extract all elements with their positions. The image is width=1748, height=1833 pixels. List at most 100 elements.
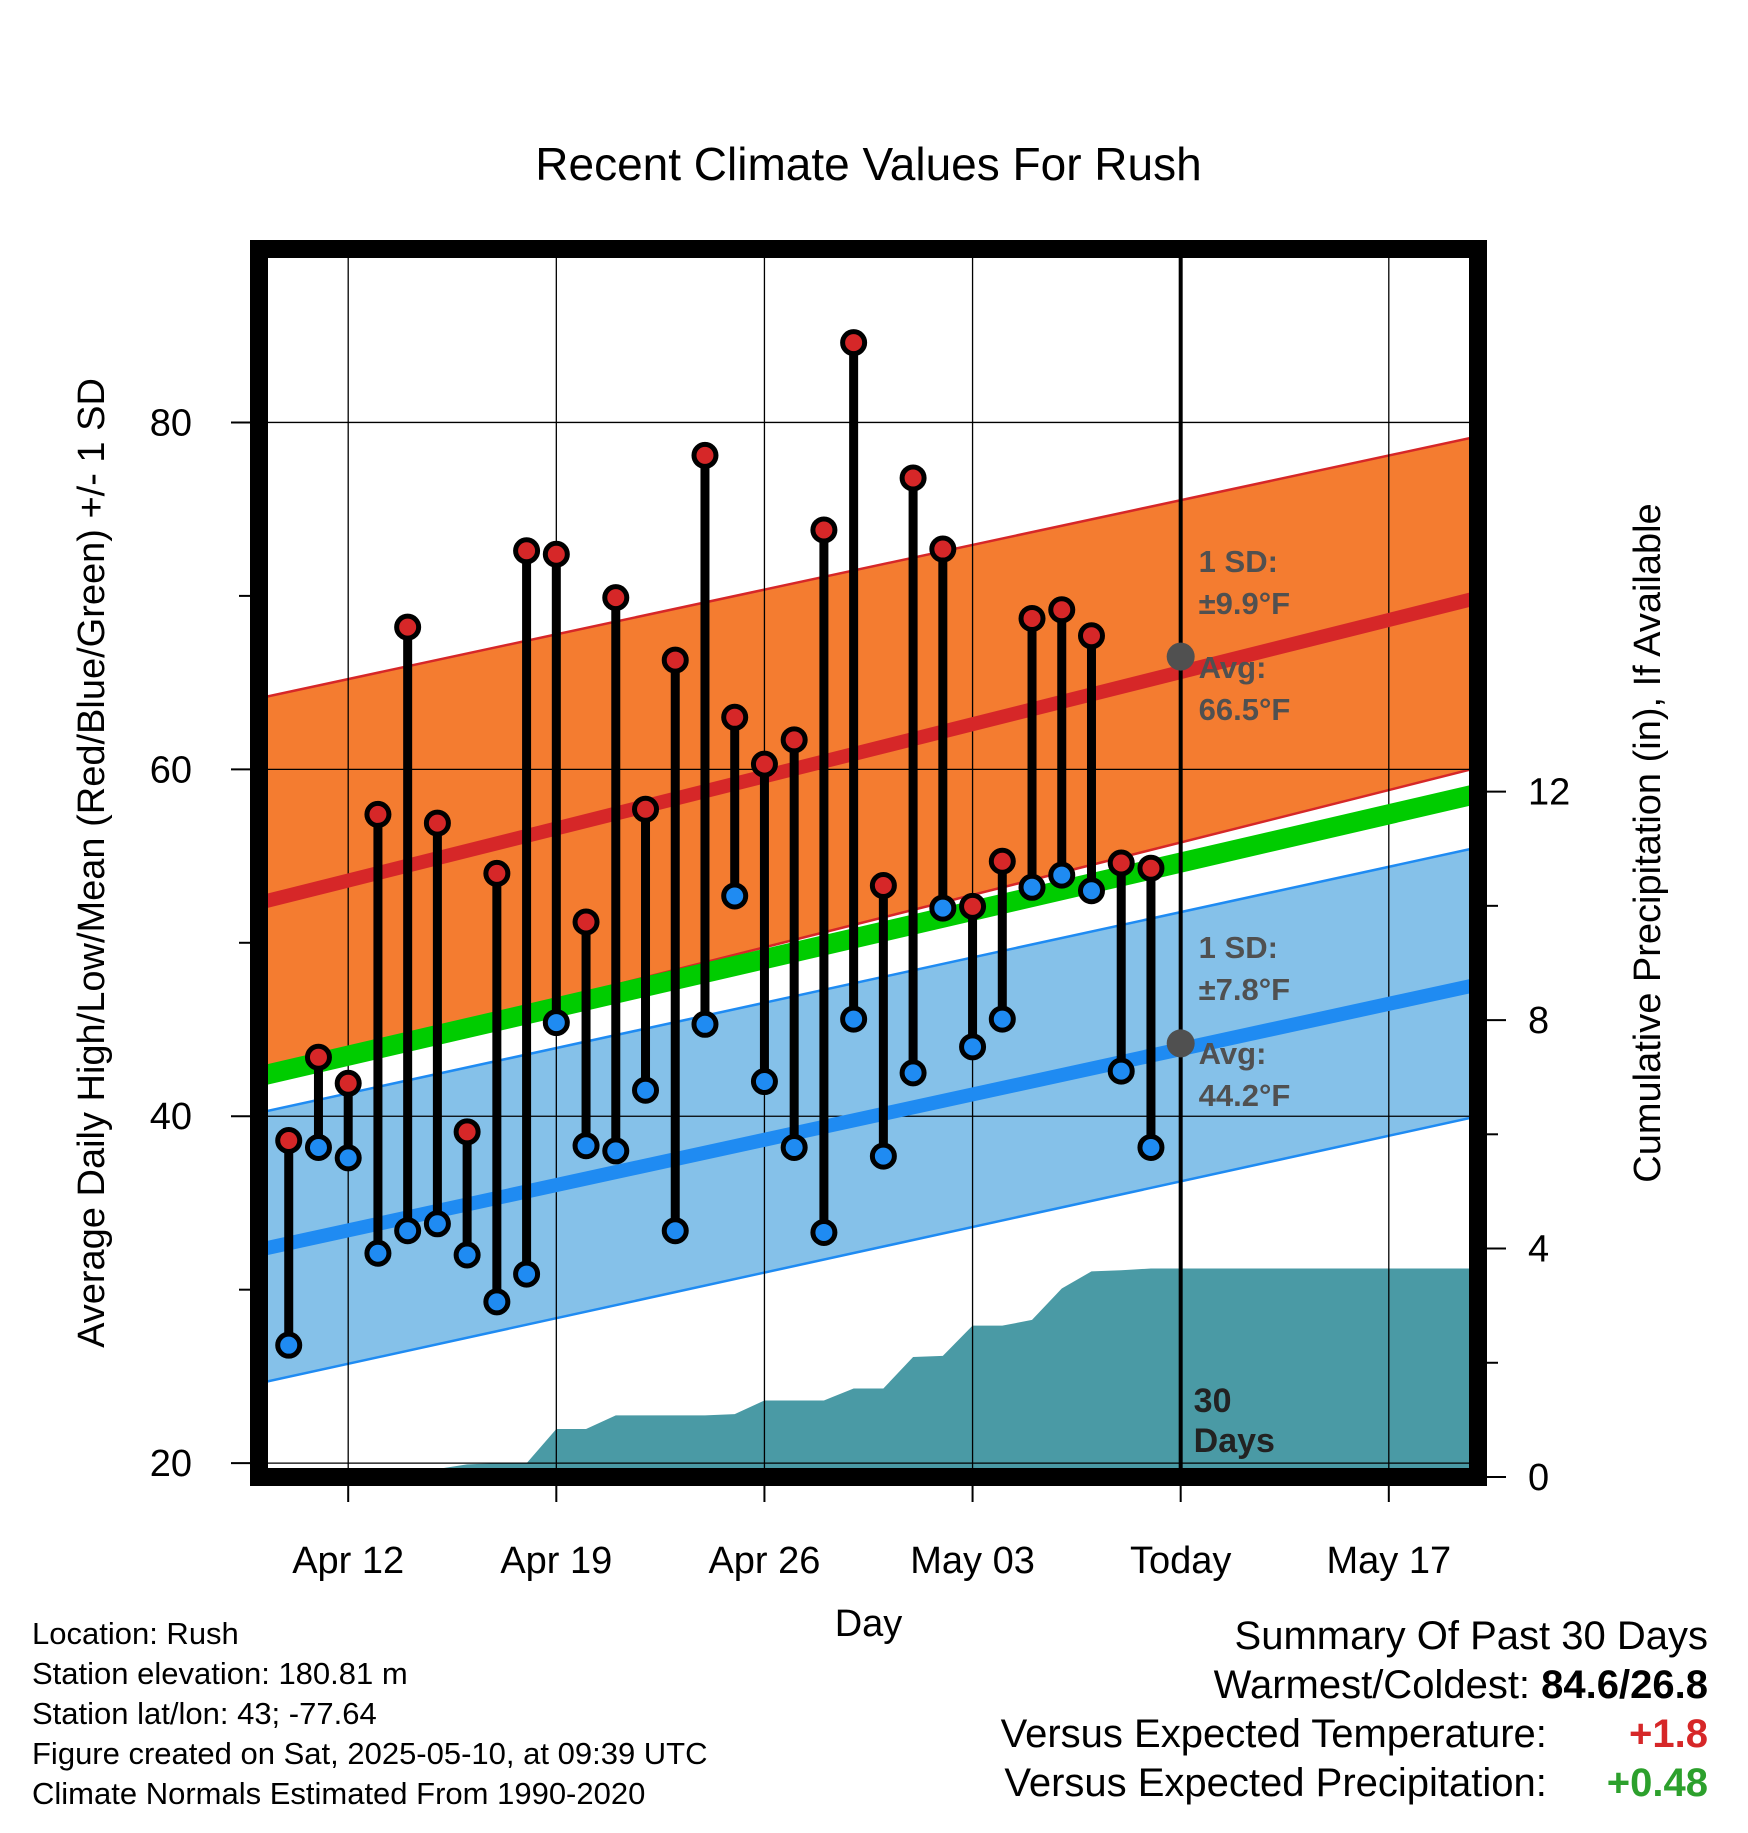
- low-point: [721, 882, 749, 910]
- low-point: [959, 1033, 987, 1061]
- low-point: [1077, 877, 1105, 905]
- high-point: [602, 584, 630, 612]
- high-point: [691, 441, 719, 469]
- y-axis-label: Average Daily High/Low/Mean (Red/Blue/Gr…: [71, 378, 113, 1348]
- low-point: [899, 1059, 927, 1087]
- precip-area: [259, 1268, 1478, 1477]
- high-point: [780, 726, 808, 754]
- low-point: [780, 1133, 808, 1161]
- y2-tick-label: 8: [1528, 1000, 1549, 1042]
- low-avg-label: Avg:: [1199, 1036, 1267, 1071]
- warm-cold-label: Warmest/Coldest:: [1213, 1663, 1531, 1707]
- y-tick-label: 60: [150, 749, 192, 791]
- station-info: Location: Rush Station elevation: 180.81…: [32, 1614, 708, 1814]
- high-point: [899, 464, 927, 492]
- summary-temp: Versus Expected Temperature: +1.8: [1001, 1710, 1708, 1759]
- low-sd-value: ±7.8°F: [1199, 972, 1290, 1007]
- low-point: [334, 1144, 362, 1172]
- low-point: [929, 894, 957, 922]
- high-point: [542, 540, 570, 568]
- y-tick-label: 40: [150, 1096, 192, 1138]
- low-point: [810, 1218, 838, 1246]
- plot-frame: [250, 240, 1487, 1486]
- precip-anomaly-label: Versus Expected Precipitation:: [1004, 1761, 1547, 1805]
- high-avg-value: 66.5°F: [1199, 692, 1291, 727]
- high-point: [840, 329, 868, 357]
- days-count-label: 30: [1194, 1382, 1232, 1420]
- x-tick-label: Apr 26: [708, 1540, 820, 1582]
- low-point: [1018, 873, 1046, 901]
- normals-text: Climate Normals Estimated From 1990-2020: [32, 1776, 646, 1811]
- high-point: [721, 703, 749, 731]
- latlon-text: Station lat/lon: 43; -77.64: [32, 1696, 377, 1731]
- low-point: [572, 1132, 600, 1160]
- high-point: [810, 516, 838, 544]
- y2-tick-label: 4: [1528, 1229, 1549, 1271]
- created-text: Figure created on Sat, 2025-05-10, at 09…: [32, 1736, 708, 1771]
- low-point: [869, 1142, 897, 1170]
- x-tick-label: Apr 12: [292, 1540, 404, 1582]
- low-point: [483, 1288, 511, 1316]
- high-point: [1048, 596, 1076, 624]
- today-high-avg-marker: [1166, 642, 1195, 671]
- normal-low-avg-line: [259, 977, 1478, 1257]
- y-tick-label: 20: [150, 1443, 192, 1485]
- low-point: [364, 1239, 392, 1267]
- high-point: [513, 537, 541, 565]
- location-text: Location: Rush: [32, 1616, 239, 1651]
- normal-mean-line: [259, 783, 1478, 1087]
- summary-title: Summary Of Past 30 Days: [1234, 1614, 1708, 1658]
- normal-low-upper-edge: [259, 846, 1478, 1114]
- normal-high-upper-edge: [259, 435, 1478, 700]
- high-point: [1137, 854, 1165, 882]
- precip-anomaly-value: +0.48: [1606, 1761, 1708, 1805]
- low-point: [1107, 1057, 1135, 1085]
- x-tick-label: Today: [1130, 1540, 1231, 1582]
- low-point: [1137, 1133, 1165, 1161]
- y-axis-left: 20 40 60 80 Average Daily High/Low/Mean (Red…: [71, 378, 250, 1485]
- high-point: [750, 750, 778, 778]
- warm-cold-value: 84.6/26.8: [1541, 1663, 1708, 1707]
- x-tick-label: May 03: [910, 1540, 1035, 1582]
- high-point: [1107, 849, 1135, 877]
- high-point: [572, 908, 600, 936]
- low-point: [602, 1137, 630, 1165]
- low-point: [661, 1217, 689, 1245]
- daily-high-points: [275, 329, 1165, 1155]
- x-axis: Apr 12 Apr 19 Apr 26 May 03 Today May 17 Day: [292, 1486, 1451, 1645]
- summary-warm-cold: Warmest/Coldest: 84.6/26.8: [1001, 1661, 1708, 1710]
- low-point: [513, 1260, 541, 1288]
- chart-title: Recent Climate Values For Rush: [535, 138, 1201, 190]
- low-avg-value: 44.2°F: [1199, 1078, 1291, 1113]
- high-point: [869, 872, 897, 900]
- high-sd-value: ±9.9°F: [1199, 586, 1290, 621]
- low-point: [423, 1210, 451, 1238]
- low-point: [632, 1076, 660, 1104]
- high-point: [1077, 622, 1105, 650]
- high-point: [423, 809, 451, 837]
- annotations: 1 SD: ±9.9°F Avg: 66.5°F 1 SD: ±7.8°F Avg: 44.2…: [1194, 544, 1291, 1460]
- high-point: [304, 1043, 332, 1071]
- y-tick-label: 80: [150, 402, 192, 444]
- today-low-avg-marker: [1166, 1029, 1195, 1058]
- high-point: [394, 613, 422, 641]
- high-point: [453, 1118, 481, 1146]
- elevation-text: Station elevation: 180.81 m: [32, 1656, 408, 1691]
- temp-anomaly-value: +1.8: [1629, 1712, 1708, 1756]
- low-point: [275, 1331, 303, 1359]
- x-tick-label: May 17: [1326, 1540, 1451, 1582]
- days-word-label: Days: [1194, 1422, 1275, 1460]
- high-point: [483, 859, 511, 887]
- high-point: [334, 1069, 362, 1097]
- x-axis-label: Day: [835, 1603, 903, 1645]
- low-point: [691, 1010, 719, 1038]
- normal-low-lower-edge: [259, 1115, 1478, 1385]
- plot-area: [259, 249, 1478, 1477]
- high-point: [988, 847, 1016, 875]
- x-tick-label: Apr 19: [500, 1540, 612, 1582]
- low-point: [1048, 861, 1076, 889]
- high-sd-label: 1 SD:: [1199, 544, 1278, 579]
- low-point: [394, 1217, 422, 1245]
